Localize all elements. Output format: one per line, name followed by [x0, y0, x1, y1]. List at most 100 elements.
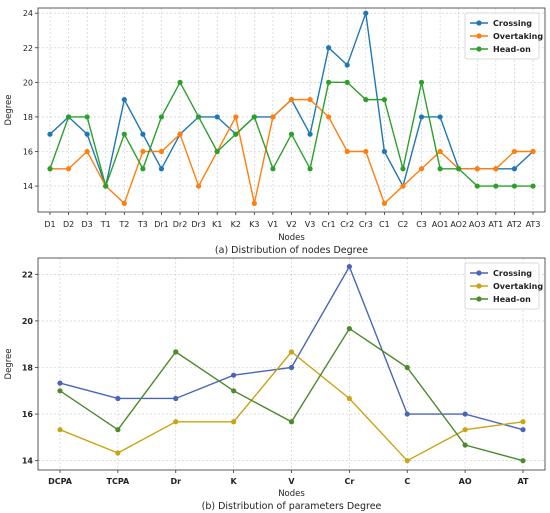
data-point: [47, 166, 53, 172]
data-point: [418, 79, 425, 85]
data-point: [346, 325, 352, 332]
data-point: [140, 131, 146, 137]
x-tick-label: K1: [212, 220, 222, 229]
legend-label: Head-on: [493, 295, 531, 304]
data-point: [177, 79, 183, 85]
data-point: [400, 183, 406, 189]
legend-entry: Crossing: [470, 269, 532, 278]
data-point: [511, 166, 518, 172]
data-point: [307, 166, 313, 172]
legend-label: Head-on: [493, 45, 531, 54]
y-tick-label: 20: [22, 317, 34, 326]
data-point: [404, 411, 410, 417]
data-point: [57, 380, 63, 386]
data-point: [344, 148, 350, 155]
data-point: [57, 427, 63, 433]
data-point: [462, 427, 468, 433]
legend: Crossing Overtaking Head-on: [464, 12, 543, 60]
data-point: [381, 148, 387, 155]
legend-swatch-marker: [476, 296, 482, 302]
data-point: [326, 79, 332, 85]
x-tick-label: TCPA: [107, 477, 130, 486]
legend: Crossing Overtaking Head-on: [464, 262, 543, 310]
data-point: [177, 131, 183, 137]
data-point: [270, 166, 276, 172]
data-point: [474, 166, 480, 172]
x-axis-label: Nodes: [278, 233, 305, 243]
x-tick-label: V1: [268, 220, 279, 229]
data-point: [214, 114, 220, 120]
data-point: [115, 427, 121, 433]
x-tick-label: K2: [231, 220, 241, 229]
data-point: [84, 131, 90, 137]
x-axis-label: Nodes: [278, 489, 305, 499]
data-point: [121, 200, 127, 206]
legend-label: Crossing: [493, 19, 532, 28]
chart-panel-a: 14 16 18 20 22 24 D1 D2 D3 T1 T2 T3 Dr1 Dr2 Dr3 K1 K2 K3 V…: [4, 7, 546, 256]
x-tick-label: D1: [44, 220, 55, 229]
x-tick-label: K3: [249, 220, 259, 229]
chart-panel-b: 14 16 18 20 22 DCPA TCPA Dr K V Cr C AO AT Nodes Degree…: [4, 257, 546, 512]
data-point: [520, 427, 526, 433]
data-point: [121, 131, 127, 137]
y-tick-label: 20: [23, 78, 33, 87]
y-axis-label: Degree: [4, 349, 14, 380]
data-point: [214, 148, 220, 155]
legend-box: [464, 12, 540, 60]
chart-caption: (a) Distribution of nodes Degree: [215, 245, 368, 256]
data-point: [381, 200, 387, 206]
legend-swatch-marker: [476, 33, 482, 39]
x-tick-label: C3: [416, 220, 427, 229]
data-point: [231, 388, 237, 394]
legend-box: [464, 262, 540, 310]
data-point: [158, 114, 165, 120]
data-point: [307, 131, 313, 137]
x-tick-label: K: [231, 477, 238, 486]
legend-entry: Overtaking: [470, 32, 543, 41]
data-point: [47, 131, 53, 137]
x-tick-label: AT3: [526, 220, 541, 229]
y-axis: 14 16 18 20 22: [22, 270, 38, 466]
x-tick-label: V: [288, 477, 295, 486]
x-tick-label: Cr2: [340, 220, 354, 229]
x-tick-label: AO2: [450, 220, 467, 229]
data-point: [326, 45, 332, 51]
data-point: [530, 183, 536, 189]
data-point: [346, 264, 352, 270]
data-point: [418, 166, 425, 172]
data-point: [344, 62, 350, 68]
data-point: [158, 148, 165, 155]
legend-label: Overtaking: [493, 32, 543, 41]
x-tick-label: Dr: [170, 477, 181, 486]
y-tick-label: 14: [22, 457, 34, 466]
legend-entry: Overtaking: [470, 282, 543, 291]
x-tick-label: AO1: [432, 220, 449, 229]
x-axis: DCPA TCPA Dr K V Cr C AO AT: [48, 470, 529, 486]
data-point: [196, 114, 202, 120]
x-tick-label: C1: [379, 220, 390, 229]
y-tick-label: 18: [22, 363, 34, 372]
chart-caption: (b) Distribution of parameters Degree: [202, 501, 382, 512]
data-point: [173, 395, 179, 402]
data-point: [103, 183, 109, 189]
data-point: [251, 114, 257, 120]
x-tick-label: Dr1: [154, 220, 169, 229]
data-point: [511, 148, 518, 155]
data-point: [288, 131, 295, 137]
data-point: [437, 148, 443, 155]
x-tick-label: AO3: [469, 220, 486, 229]
data-point: [520, 419, 526, 425]
data-point: [288, 364, 295, 371]
data-point: [115, 450, 121, 456]
x-tick-label: D3: [82, 220, 93, 229]
data-point: [288, 349, 295, 355]
data-point: [173, 419, 179, 425]
series-crossing: [57, 264, 526, 433]
y-tick-label: 16: [23, 147, 33, 156]
data-point: [344, 79, 350, 85]
data-point: [121, 97, 127, 103]
legend-swatch-marker: [476, 270, 482, 276]
data-point: [173, 349, 179, 355]
data-point: [196, 183, 202, 189]
